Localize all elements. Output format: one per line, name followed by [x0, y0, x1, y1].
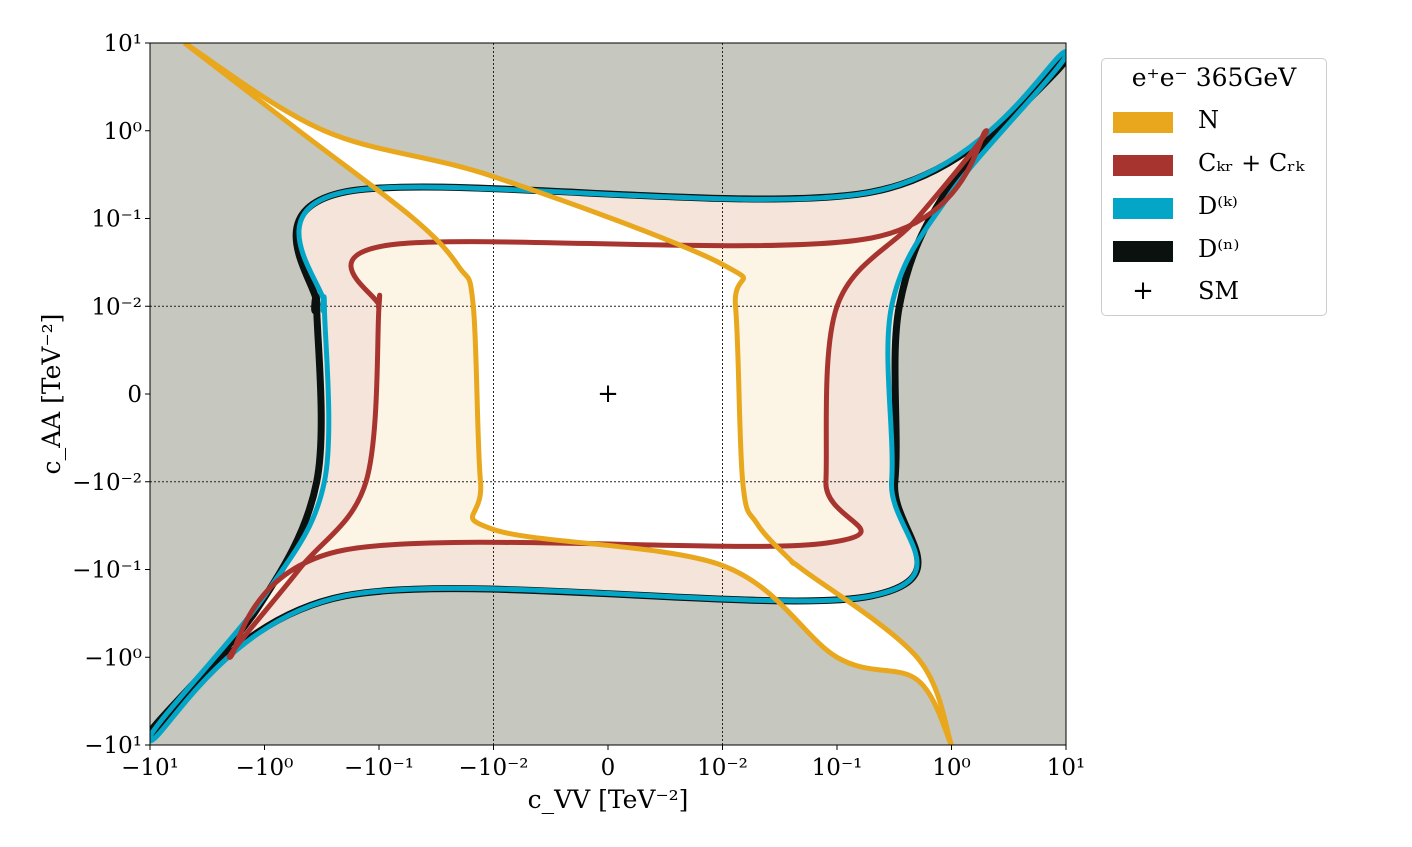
legend-label-n: N [1198, 106, 1219, 134]
y-tick-label: −10¹ [84, 733, 142, 759]
contour-curves [150, 43, 1066, 745]
y-tick-label: −10⁻² [72, 470, 142, 496]
y-axis-ticks: −10¹ −10⁰ −10⁻¹ −10⁻² 0 10⁻² 10⁻¹ 10⁰ 10¹ [72, 31, 150, 759]
legend-label-dk: D⁽ᵏ⁾ [1198, 192, 1238, 220]
y-tick-label: 10⁻¹ [91, 207, 142, 233]
markers: + [597, 379, 619, 409]
x-tick-label: 10¹ [1047, 755, 1086, 781]
y-tick-label: 0 [127, 382, 142, 408]
series-line-n-1 [183, 43, 954, 745]
grid-lines [150, 43, 1066, 745]
y-tick-label: −10⁻¹ [72, 558, 142, 584]
x-tick-label: 0 [601, 755, 616, 781]
legend-title: e⁺e⁻ 365GeV [1131, 63, 1297, 92]
y-tick-label: 10⁻² [91, 294, 142, 320]
legend-label-sm: SM [1198, 277, 1240, 305]
legend-item-ckr-crk: Cₖᵣ + Cᵣₖ [1102, 145, 1326, 185]
legend: e⁺e⁻ 365GeV N Cₖᵣ + Cᵣₖ D⁽ᵏ⁾ D⁽ⁿ⁾ + SM [1101, 58, 1327, 316]
x-tick-label: −10⁻¹ [344, 755, 414, 781]
legend-swatch-dk [1113, 198, 1173, 219]
x-tick-label: 10⁻² [697, 755, 748, 781]
series-line-ckr [226, 128, 990, 660]
x-axis-title: c_VV [TeV⁻²] [528, 785, 689, 814]
x-tick-label: −10⁰ [236, 755, 294, 781]
y-tick-label: 10⁰ [104, 119, 143, 145]
legend-marker-plus-icon: + [1132, 276, 1154, 306]
series-line-dk [150, 48, 1066, 744]
x-tick-label: −10¹ [121, 755, 179, 781]
region-fills [150, 43, 1066, 745]
series-line-n-0 [182, 43, 954, 745]
x-tick-label: −10⁻² [459, 755, 529, 781]
y-tick-label: −10⁰ [84, 645, 142, 671]
x-tick-label: 10⁻¹ [812, 755, 863, 781]
legend-item-dn: D⁽ⁿ⁾ [1102, 231, 1326, 271]
x-axis-ticks: −10¹ −10⁰ −10⁻¹ −10⁻² 0 10⁻² 10⁻¹ 10⁰ 10¹ [121, 745, 1085, 781]
legend-item-dk: D⁽ᵏ⁾ [1102, 188, 1326, 228]
legend-label-ckr-crk: Cₖᵣ + Cᵣₖ [1198, 149, 1305, 177]
legend-swatch-dn [1113, 241, 1173, 262]
legend-item-n: N [1102, 102, 1326, 142]
y-axis-title: c_AA [TeV⁻²] [37, 314, 66, 475]
x-tick-label: 10⁰ [932, 755, 971, 781]
legend-label-dn: D⁽ⁿ⁾ [1198, 235, 1240, 263]
legend-swatch-n [1113, 112, 1173, 133]
sm-point: + [597, 379, 619, 409]
fill-region-n [184, 43, 952, 745]
y-tick-label: 10¹ [104, 31, 143, 57]
legend-swatch-ckr-crk [1113, 155, 1173, 176]
legend-item-sm: + SM [1102, 273, 1326, 313]
